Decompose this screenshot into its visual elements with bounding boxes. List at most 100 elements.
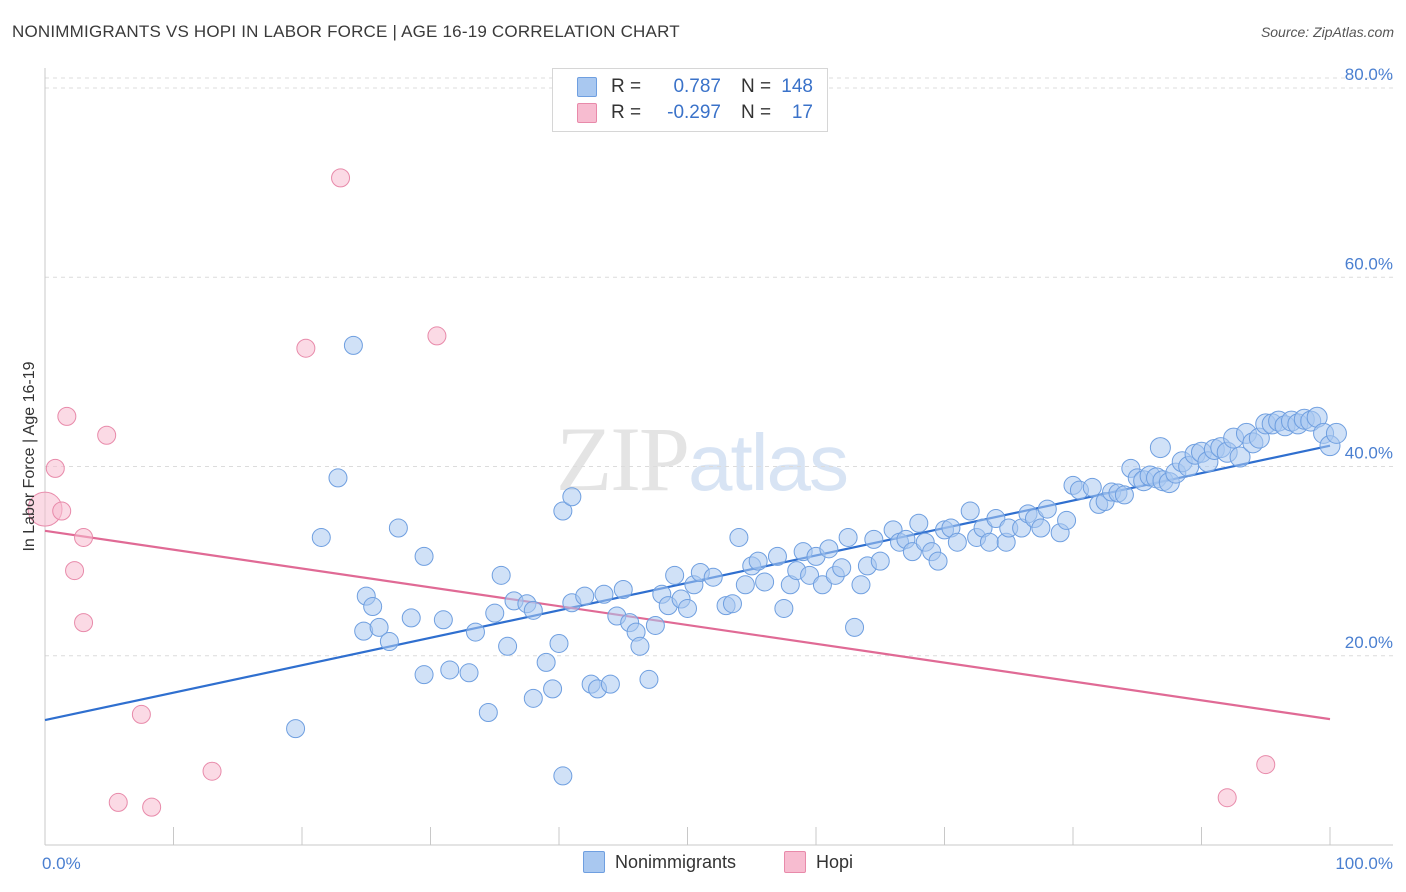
- nonimmigrants-point: [498, 636, 518, 656]
- nonimmigrants-point: [478, 703, 498, 723]
- hopi-point: [202, 761, 222, 781]
- nonimmigrants-point: [748, 551, 768, 571]
- nonimmigrants-point: [870, 551, 890, 571]
- hopi-point: [131, 704, 151, 724]
- y-tick-label: 40.0%: [1345, 444, 1393, 463]
- nonimmigrants-point: [562, 487, 582, 507]
- legend-item-hopi[interactable]: Hopi: [784, 851, 853, 873]
- nonimmigrants-point: [1325, 422, 1347, 444]
- axis-labels: 20.0% 40.0% 60.0% 80.0% 0.0% 100.0% In Labor F…: [21, 65, 1393, 873]
- nonimmigrants-point: [485, 603, 505, 623]
- nonimmigrants-point: [379, 632, 399, 652]
- nonimmigrants-point: [523, 688, 543, 708]
- y-tick-label: 60.0%: [1345, 254, 1393, 273]
- nonimmigrants-point: [774, 598, 794, 618]
- hopi-point: [52, 501, 72, 521]
- hopi-point: [427, 326, 447, 346]
- legend-r-label: R =: [611, 76, 642, 97]
- grid-lines: [45, 77, 1393, 657]
- nonimmigrants-point: [465, 622, 485, 642]
- nonimmigrants-point: [311, 527, 331, 547]
- hopi-point: [74, 527, 94, 547]
- legend-label-hopi: Hopi: [816, 851, 854, 872]
- y-tick-label: 20.0%: [1345, 633, 1393, 652]
- nonimmigrants-point: [536, 652, 556, 672]
- legend-r-value: -0.297: [667, 102, 721, 123]
- y-axis-title: In Labor Force | Age 16-19: [21, 361, 38, 551]
- hopi-point: [1217, 788, 1237, 808]
- nonimmigrants-point: [630, 636, 650, 656]
- nonimmigrants-point: [645, 615, 665, 635]
- legend-swatch-nonimmigrants: [577, 77, 597, 97]
- nonimmigrants-point: [678, 598, 697, 618]
- hopi-point: [57, 406, 77, 426]
- hopi-point: [97, 425, 117, 445]
- axes: [44, 68, 1393, 846]
- nonimmigrants-point: [979, 532, 999, 552]
- nonimmigrants-point: [594, 584, 614, 604]
- hopi-point: [108, 792, 128, 812]
- nonimmigrants-point: [363, 597, 383, 617]
- nonimmigrants-point: [1057, 510, 1077, 530]
- nonimmigrants-point: [600, 674, 620, 694]
- nonimmigrants-point: [369, 617, 389, 637]
- nonimmigrants-point: [703, 567, 723, 587]
- nonimmigrants-point: [575, 586, 595, 606]
- hopi-point: [296, 338, 316, 358]
- legend-r-label: R =: [611, 102, 642, 123]
- hopi-point: [45, 458, 65, 478]
- nonimmigrants-point: [986, 509, 1006, 529]
- source-label: Source: ZipAtlas.com: [1260, 24, 1394, 40]
- series-hopi: [27, 168, 1276, 817]
- nonimmigrants-point: [388, 518, 408, 538]
- nonimmigrants-point: [1037, 499, 1057, 519]
- nonimmigrants-point: [864, 529, 884, 549]
- nonimmigrants-point: [1149, 437, 1171, 459]
- nonimmigrants-point: [286, 719, 306, 739]
- nonimmigrants-point: [722, 594, 742, 614]
- legend-swatch-hopi: [784, 851, 806, 873]
- x-tick-label: 100.0%: [1335, 854, 1393, 873]
- hopi-point: [74, 613, 94, 633]
- nonimmigrants-point: [812, 575, 832, 595]
- series-legend: Nonimmigrants Hopi: [0, 851, 1406, 879]
- nonimmigrants-point: [851, 575, 871, 595]
- hopi-point: [142, 797, 162, 817]
- correlation-legend: R = 0.787 N = 148 R = -0.297 N = 17: [552, 68, 828, 132]
- hopi-point: [65, 561, 85, 581]
- nonimmigrants-point: [767, 546, 787, 566]
- nonimmigrants-point: [960, 501, 980, 521]
- nonimmigrants-point: [414, 665, 434, 685]
- nonimmigrants-point: [639, 669, 659, 689]
- nonimmigrants-point: [549, 633, 569, 653]
- nonimmigrants-point: [1082, 477, 1102, 497]
- nonimmigrants-point: [328, 468, 348, 488]
- watermark-atlas: atlas: [688, 418, 849, 507]
- legend-swatch-nonimmigrants: [583, 851, 605, 873]
- legend-n-value: 17: [791, 102, 813, 123]
- series-nonimmigrants: [286, 335, 1347, 786]
- nonimmigrants-point: [440, 660, 460, 680]
- y-tick-label: 80.0%: [1345, 65, 1393, 84]
- legend-n-label: N =: [741, 76, 772, 97]
- nonimmigrants-point: [819, 539, 839, 559]
- legend-row-hopi: R = -0.297 N = 17: [577, 101, 813, 125]
- nonimmigrants-point: [1229, 446, 1251, 468]
- nonimmigrants-point: [755, 572, 775, 592]
- legend-item-nonimmigrants[interactable]: Nonimmigrants: [583, 851, 736, 873]
- hopi-trend-line: [44, 529, 1331, 721]
- nonimmigrants-point: [928, 551, 948, 571]
- nonimmigrants-point: [665, 565, 685, 585]
- nonimmigrants-point: [414, 546, 434, 566]
- hopi-point: [331, 168, 351, 188]
- nonimmigrants-point: [553, 766, 573, 786]
- nonimmigrants-point: [838, 527, 858, 547]
- nonimmigrants-point: [909, 513, 929, 533]
- chart-title: NONIMMIGRANTS VS HOPI IN LABOR FORCE | A…: [12, 22, 680, 41]
- nonimmigrants-point: [800, 565, 820, 585]
- nonimmigrants-point: [1114, 485, 1134, 505]
- nonimmigrants-point: [401, 608, 421, 628]
- legend-n-value: 148: [781, 76, 813, 97]
- nonimmigrants-point: [845, 617, 865, 637]
- nonimmigrants-point: [729, 527, 749, 547]
